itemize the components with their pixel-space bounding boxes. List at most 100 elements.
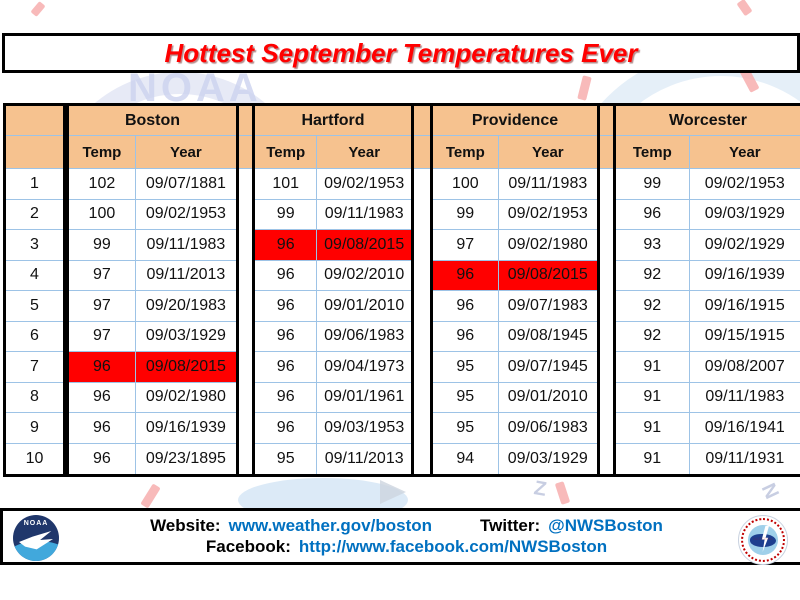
year-value-cell: 09/15/1915 [689,322,800,352]
year-value-cell: 09/16/1941 [689,413,800,444]
red-watermark-mark [736,0,753,17]
rank-cell: 5 [6,291,63,322]
year-value-cell: 09/11/1983 [498,169,597,200]
rank-cell: 1 [6,169,63,200]
year-value-cell: 09/08/2015 [317,230,411,261]
year-value-cell: 09/08/2015 [498,260,597,291]
year-column-header: Year [135,136,236,169]
website-label: Website: [150,516,221,535]
temp-value-cell: 99 [433,199,499,230]
year-value-cell: 09/02/1953 [498,200,597,230]
year-value-cell: 09/02/1953 [135,200,236,230]
temp-value-cell: 102 [69,169,136,200]
city-group-hartford: Hartford Temp Year 101 09/02/1953 99 09/11/… [252,103,414,477]
rank-cell: 9 [6,413,63,444]
footer-bar: NOAA Website: www.weather.gov/boston Twi… [0,508,800,565]
city-name: Providence [433,106,597,136]
year-value-cell: 09/07/1881 [135,169,236,200]
temp-value-cell: 99 [616,169,690,200]
temp-value-cell: 97 [69,260,136,291]
footer-line-1: Website: www.weather.gov/boston Twitter:… [150,516,663,536]
group-separator [414,103,430,477]
year-value-cell: 09/16/1939 [689,261,800,291]
nws-logo-globe [748,525,778,555]
temp-value-cell: 96 [69,352,136,383]
year-value-cell: 09/03/1929 [689,200,800,230]
year-value-cell: 09/01/2010 [317,291,411,322]
temp-value-cell: 93 [616,230,690,261]
temp-value-cell: 96 [255,352,318,383]
year-value-cell: 09/01/2010 [498,383,597,413]
temp-value-cell: 96 [255,260,318,291]
rank-cell: 7 [6,352,63,383]
year-value-cell: 09/03/1953 [317,413,411,444]
temp-column-header: Temp [616,136,690,169]
temp-value-cell: 96 [69,413,136,444]
year-value-cell: 09/11/1983 [689,383,800,413]
red-watermark-mark [140,483,161,509]
twitter-label: Twitter: [480,516,541,535]
twitter-link[interactable]: @NWSBoston [548,516,663,535]
page-title: Hottest September Temperatures Ever [164,37,638,68]
rank-subheader-blank [6,136,63,169]
temp-value-cell: 91 [616,382,690,413]
year-value-cell: 09/08/2007 [689,352,800,383]
temp-value-cell: 97 [433,230,499,261]
year-value-cell: 09/16/1939 [135,413,236,444]
year-value-cell: 09/02/1953 [317,169,411,200]
year-value-cell: 09/11/1983 [317,200,411,230]
rank-cell: 3 [6,230,63,261]
temperature-table: 1 2 3 4 5 6 7 8 9 10 Boston Temp Year 102 09/07/18… [3,103,800,477]
year-value-cell: 09/11/2013 [324,449,404,467]
facebook-label: Facebook: [205,537,291,556]
city-name: Hartford [255,106,411,136]
temp-column-header: Temp [433,136,499,169]
watermark-letter: Z [532,477,549,501]
year-value-cell: 09/01/1961 [317,383,411,413]
nws-logo-icon: NATIONAL WEATHER SERVICE [738,515,788,565]
group-separator [239,103,252,477]
temp-value-cell: 96 [255,321,318,352]
group-separator [600,103,613,477]
rank-cell: 2 [6,200,63,230]
noaa-logo-icon: NOAA [13,515,59,561]
rank-cell: 6 [6,322,63,352]
year-value-cell: 09/16/1915 [689,291,800,322]
facebook-link[interactable]: http://www.facebook.com/NWSBoston [298,537,608,556]
nws-logo-ring [741,518,785,562]
red-watermark-mark [577,75,592,101]
temp-value-cell: 91 [616,443,690,474]
temp-value-cell: 96 [433,321,499,352]
nws-logo-ring-text: NATIONAL WEATHER SERVICE [753,536,773,541]
temp-value-cell: 97 [69,291,136,322]
year-value-cell: 09/06/1983 [317,322,411,352]
year-column-header: Year [498,136,597,169]
city-group-worcester: Worcester Temp Year 99 09/02/1953 96 09/03/… [613,103,800,477]
rank-header-blank [6,106,63,136]
temp-value-cell: 95 [255,443,318,474]
temp-value-cell: 96 [616,199,690,230]
year-value-cell: 09/03/1929 [507,449,588,467]
rank-cell: 10 [25,449,44,467]
temp-value-cell: 96 [69,443,136,474]
rank-cell: 8 [6,383,63,413]
year-value-cell: 09/23/1895 [145,449,226,467]
year-value-cell: 09/11/2013 [135,261,236,291]
temp-value-cell: 96 [69,382,136,413]
temp-value-cell: 94 [433,443,499,474]
temp-value-cell: 92 [616,291,690,322]
year-value-cell: 09/07/1945 [498,352,597,383]
temp-value-cell: 92 [616,321,690,352]
year-value-cell: 09/20/1983 [135,291,236,322]
year-value-cell: 09/11/1983 [135,230,236,261]
watermark-letter: N [756,480,783,503]
temp-value-cell: 97 [69,321,136,352]
website-link[interactable]: www.weather.gov/boston [228,516,433,535]
nws-logo-land [750,534,776,547]
temp-value-cell: 96 [433,291,499,322]
footer-line-2: Facebook: http://www.facebook.com/NWSBos… [206,537,607,557]
year-value-cell: 09/08/2015 [135,352,236,383]
city-name: Worcester [616,106,800,136]
year-column-header: Year [689,136,800,169]
temp-value-cell: 92 [616,260,690,291]
